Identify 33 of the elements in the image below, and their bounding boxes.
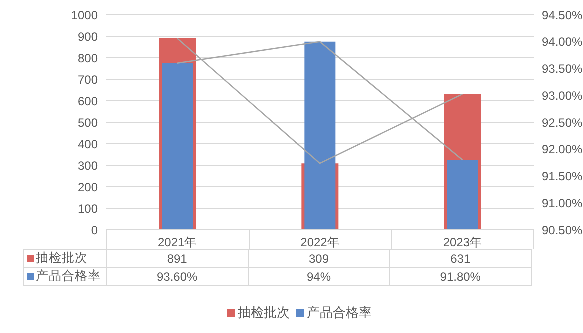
data-label: 91.80% [390, 268, 532, 286]
legend-label: 产品合格率 [35, 268, 101, 285]
y-tick-label: 700 [78, 72, 98, 87]
text: 抽检批次 [238, 305, 290, 320]
y-tick-label: 500 [78, 116, 98, 130]
y2-tick-label: 90.50% [542, 223, 583, 238]
y-tick-label: 1000 [71, 8, 98, 22]
data-label: 94% [248, 268, 390, 286]
data-label: 93.60% [106, 268, 248, 286]
y2-tick-label: 94.50% [542, 8, 583, 22]
data-label: 891 [106, 250, 248, 268]
y-tick-label: 0 [91, 223, 98, 238]
x-tick-label: 2021年 [158, 236, 197, 250]
data-label: 631 [390, 250, 532, 268]
y-tick-label: 900 [78, 30, 98, 44]
x-tick-label: 2022年 [300, 236, 340, 250]
y-tick-label: 300 [78, 158, 98, 173]
y-tick-label: 200 [78, 180, 98, 194]
text: 产品合格率 [307, 305, 372, 320]
y2-tick-label: 91.00% [542, 196, 583, 210]
y-tick-label: 400 [78, 137, 98, 152]
y2-tick-label: 93.50% [542, 62, 583, 76]
data-label: 309 [248, 250, 390, 268]
y2-tick-label: 93.00% [542, 88, 583, 103]
y2-tick-label: 94.00% [542, 35, 583, 50]
y2-tick-label: 92.00% [542, 142, 583, 157]
legend-label: 抽检批次 [35, 250, 88, 267]
y-tick-label: 600 [78, 94, 98, 108]
y2-tick-label: 91.50% [542, 170, 583, 184]
y-tick-label: 800 [78, 51, 98, 66]
y2-tick-label: 92.50% [542, 116, 583, 130]
y-tick-label: 100 [78, 202, 98, 216]
x-tick-label: 2023年 [443, 236, 482, 250]
